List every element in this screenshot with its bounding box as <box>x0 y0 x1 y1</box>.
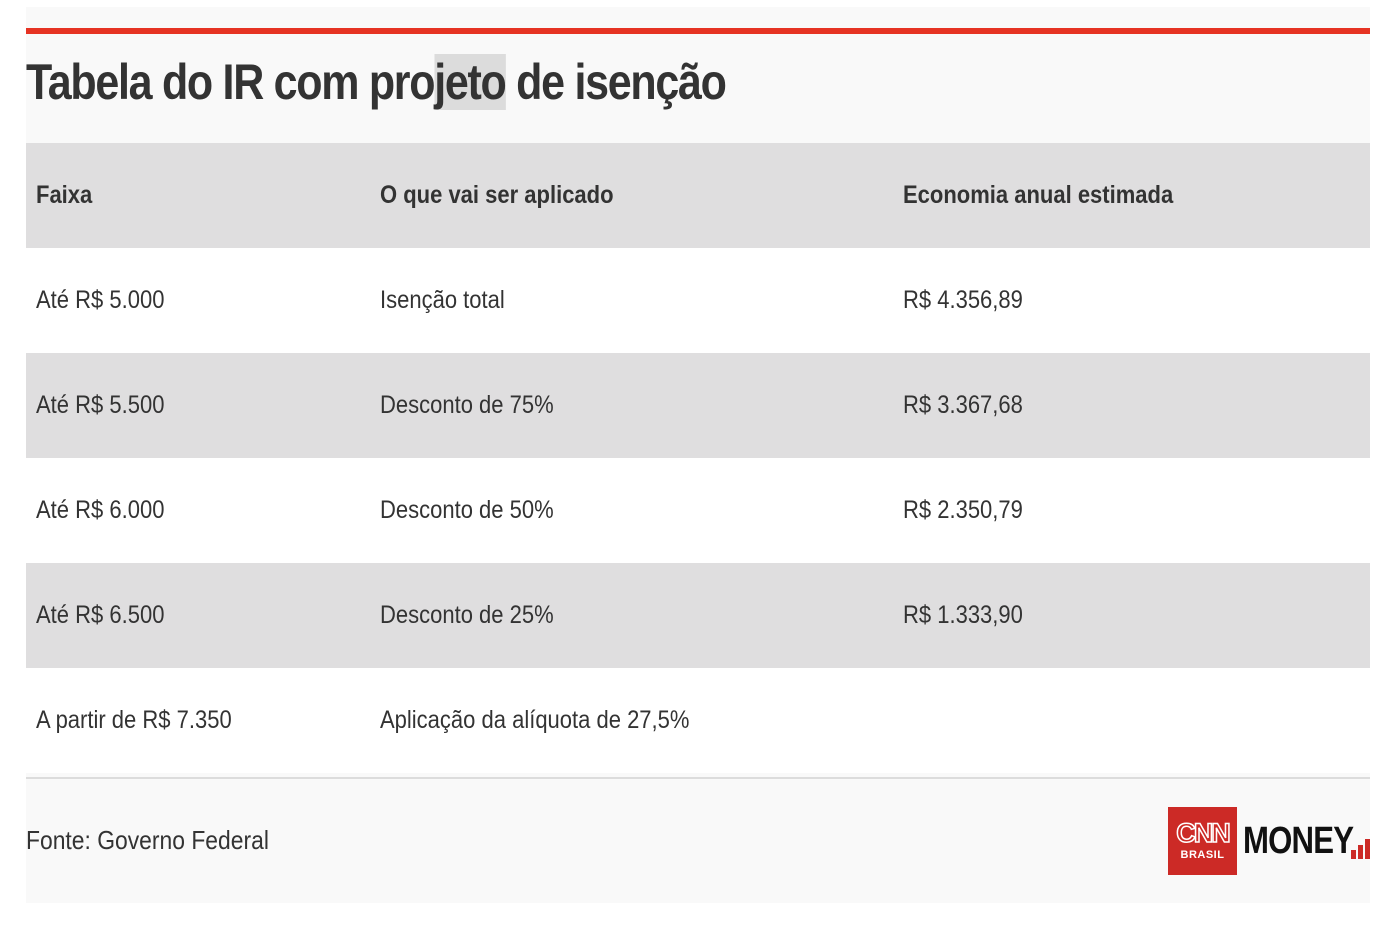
brasil-wordmark: BRASIL <box>1180 849 1225 861</box>
cnn-brasil-logo: CNN BRASIL <box>1168 807 1237 875</box>
cell-economia: R$ 1.333,90 <box>892 563 1370 668</box>
table-row: Até R$ 5.000 Isenção total R$ 4.356,89 <box>26 248 1370 353</box>
accent-bar <box>26 28 1370 34</box>
ir-table: Faixa O que vai ser aplicado Economia an… <box>26 143 1370 773</box>
infographic-card: Tabela do IR com projeto de isenção Faix… <box>26 7 1370 903</box>
cell-aplicado: Desconto de 50% <box>370 458 893 563</box>
cell-faixa: Até R$ 5.000 <box>26 248 371 353</box>
money-wordmark: MONEY <box>1243 819 1354 862</box>
title-text-end: de isenção <box>505 54 727 110</box>
cell-aplicado: Desconto de 75% <box>370 353 893 458</box>
cell-aplicado: Isenção total <box>370 248 893 353</box>
table-header-row: Faixa O que vai ser aplicado Economia an… <box>26 143 1370 248</box>
title-selection-highlight[interactable]: jeto <box>434 54 507 110</box>
bar-chart-icon <box>1351 837 1370 859</box>
cell-faixa: A partir de R$ 7.350 <box>26 668 371 773</box>
table-row: Até R$ 6.500 Desconto de 25% R$ 1.333,90 <box>26 563 1370 668</box>
cell-faixa: Até R$ 5.500 <box>26 353 371 458</box>
table-row: A partir de R$ 7.350 Aplicação da alíquo… <box>26 668 1370 773</box>
column-header-faixa: Faixa <box>26 143 371 248</box>
cell-economia: R$ 4.356,89 <box>892 248 1370 353</box>
footer-divider <box>26 777 1370 779</box>
cnn-money-logo: CNN BRASIL MONEY <box>1168 807 1370 875</box>
title-text: Tabela do IR com pro <box>26 54 436 110</box>
cnn-wordmark: CNN <box>1176 818 1232 848</box>
column-header-aplicado: O que vai ser aplicado <box>370 143 893 248</box>
table-row: Até R$ 5.500 Desconto de 75% R$ 3.367,68 <box>26 353 1370 458</box>
cell-aplicado: Aplicação da alíquota de 27,5% <box>370 668 893 773</box>
cell-economia: R$ 2.350,79 <box>892 458 1370 563</box>
table-row: Até R$ 6.000 Desconto de 50% R$ 2.350,79 <box>26 458 1370 563</box>
cell-economia <box>892 668 1370 773</box>
source-note: Fonte: Governo Federal <box>26 825 269 855</box>
page-title: Tabela do IR com projeto de isenção <box>26 47 727 117</box>
cell-aplicado: Desconto de 25% <box>370 563 893 668</box>
cell-economia: R$ 3.367,68 <box>892 353 1370 458</box>
cell-faixa: Até R$ 6.500 <box>26 563 371 668</box>
column-header-economia: Economia anual estimada <box>892 143 1370 248</box>
cell-faixa: Até R$ 6.000 <box>26 458 371 563</box>
